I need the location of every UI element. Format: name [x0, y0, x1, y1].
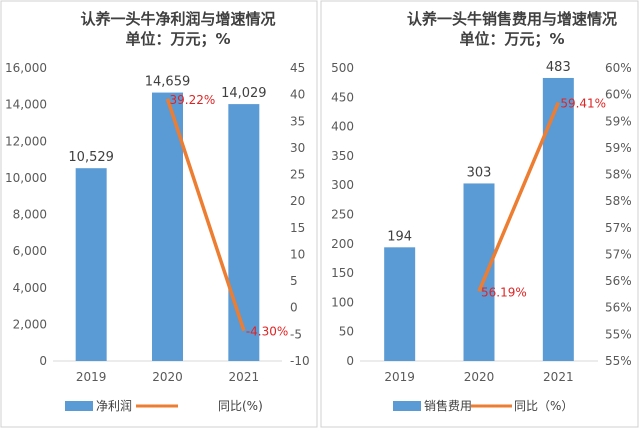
left-axis-tick-label: 150	[331, 266, 354, 280]
left-axis-tick-label: 8,000	[13, 208, 47, 222]
bar-value-label: 14,659	[145, 75, 191, 90]
left-axis-tick-label: 16,000	[5, 61, 47, 75]
legend: 净利润 同比(%)	[65, 399, 263, 413]
chart-subtitle: 单位：万元；%	[125, 30, 230, 48]
chart-subtitle: 单位：万元；%	[459, 30, 564, 48]
left-axis-tick-label: 50	[339, 325, 354, 339]
bar	[152, 92, 183, 361]
left-axis-tick-label: 10,000	[5, 171, 47, 185]
right-axis-tick-label: 45	[290, 61, 305, 75]
left-axis-tick-label: 14,000	[5, 98, 47, 112]
right-axis-tick-label: 55%	[605, 354, 632, 368]
left-axis-tick-label: 4,000	[13, 281, 47, 295]
bar	[463, 183, 495, 361]
bar-value-label: 483	[546, 60, 571, 75]
chart-title: 认养一头牛净利润与增速情况	[80, 10, 275, 28]
right-axis-tick-label: 58%	[605, 168, 632, 182]
left-axis-tick-label: 12,000	[5, 134, 47, 148]
legend-line-label: 同比（%）	[514, 399, 573, 413]
right-axis-tick-label: 60%	[605, 61, 632, 75]
right-axis-tick-label: 5	[290, 274, 298, 288]
bar-value-label: 14,029	[221, 86, 267, 101]
right-axis-tick-label: 20	[290, 194, 305, 208]
x-axis-tick-label: 2020	[152, 370, 183, 384]
right-axis-tick-label: 59%	[605, 141, 632, 155]
line-value-label: 56.19%	[481, 285, 527, 299]
legend-bar-swatch	[393, 401, 421, 411]
bar-value-label: 10,529	[68, 150, 114, 165]
yoy-line	[477, 101, 560, 292]
plot-area-net-profit: 0 2,000 4,000 6,000 8,000 10,000 12,000 14,000 1…	[5, 61, 310, 384]
legend-bar-swatch	[65, 401, 93, 411]
legend-bar-label: 销售费用	[424, 398, 472, 413]
line-value-label: 59.41%	[560, 97, 606, 111]
right-axis-tick-label: 60%	[605, 88, 632, 102]
bar	[228, 104, 260, 362]
right-axis-tick-label: 56%	[605, 274, 632, 288]
right-axis-tick-label: 0	[290, 301, 298, 315]
right-axis-tick-label: 57%	[605, 247, 632, 261]
chart-panel-sales-expense: 认养一头牛销售费用与增速情况 单位：万元；% 0 50 100 150 200 250 30…	[320, 0, 639, 428]
yoy-line	[165, 98, 246, 332]
bar-value-label: 194	[387, 229, 412, 244]
left-axis-tick-label: 350	[331, 149, 354, 163]
right-axis-tick-label: 58%	[605, 194, 632, 208]
left-axis-tick-label: 300	[331, 178, 354, 192]
line-value-label: -4.30%	[246, 325, 288, 339]
legend-line-label: 同比(%)	[218, 399, 263, 413]
right-axis-tick-label: 15	[290, 221, 305, 235]
right-axis-tick-label: 35	[290, 114, 305, 128]
bar-value-label: 303	[467, 165, 492, 180]
left-axis-tick-label: 400	[331, 120, 354, 134]
left-axis-tick-label: 450	[331, 90, 354, 104]
left-axis-tick-label: 2,000	[13, 317, 47, 331]
line-value-label: 39.22%	[170, 93, 216, 107]
right-axis-tick-label: 55%	[605, 327, 632, 341]
right-axis-tick-label: -10	[290, 354, 310, 368]
bar	[542, 77, 574, 361]
plot-area-sales-expense: 0 50 100 150 200 250 300 350 400 450 500 55% 55% 56% 5…	[331, 60, 632, 384]
left-axis-tick-label: 0	[346, 354, 354, 368]
x-axis-tick-label: 2019	[384, 370, 415, 384]
left-axis-tick-label: 100	[331, 295, 354, 309]
x-axis-tick-label: 2019	[76, 370, 107, 384]
x-axis-tick-label: 2020	[464, 370, 495, 384]
chart-panel-net-profit: 认养一头牛净利润与增速情况 单位：万元；% 0 2,000 4,000 6,000 8,…	[0, 0, 318, 428]
x-axis-tick-label: 2021	[229, 370, 260, 384]
chart-title: 认养一头牛销售费用与增速情况	[407, 10, 617, 28]
right-axis-tick-label: 25	[290, 168, 305, 182]
left-axis-tick-label: 500	[331, 61, 354, 75]
legend: 销售费用 同比（%）	[393, 398, 573, 413]
left-axis-tick-label: 200	[331, 237, 354, 251]
left-axis-tick-label: 6,000	[13, 244, 47, 258]
right-axis-tick-label: -5	[290, 327, 302, 341]
x-axis-tick-label: 2021	[543, 370, 574, 384]
right-axis-tick-label: 57%	[605, 221, 632, 235]
right-axis-tick-label: 59%	[605, 114, 632, 128]
right-axis-tick-label: 10	[290, 247, 305, 261]
legend-bar-label: 净利润	[96, 399, 132, 413]
bar	[384, 247, 416, 361]
right-axis-tick-label: 40	[290, 88, 305, 102]
right-axis-tick-label: 56%	[605, 301, 632, 315]
left-axis-tick-label: 0	[39, 354, 47, 368]
bar	[75, 168, 107, 361]
right-axis-tick-label: 30	[290, 141, 305, 155]
left-axis-tick-label: 250	[331, 208, 354, 222]
